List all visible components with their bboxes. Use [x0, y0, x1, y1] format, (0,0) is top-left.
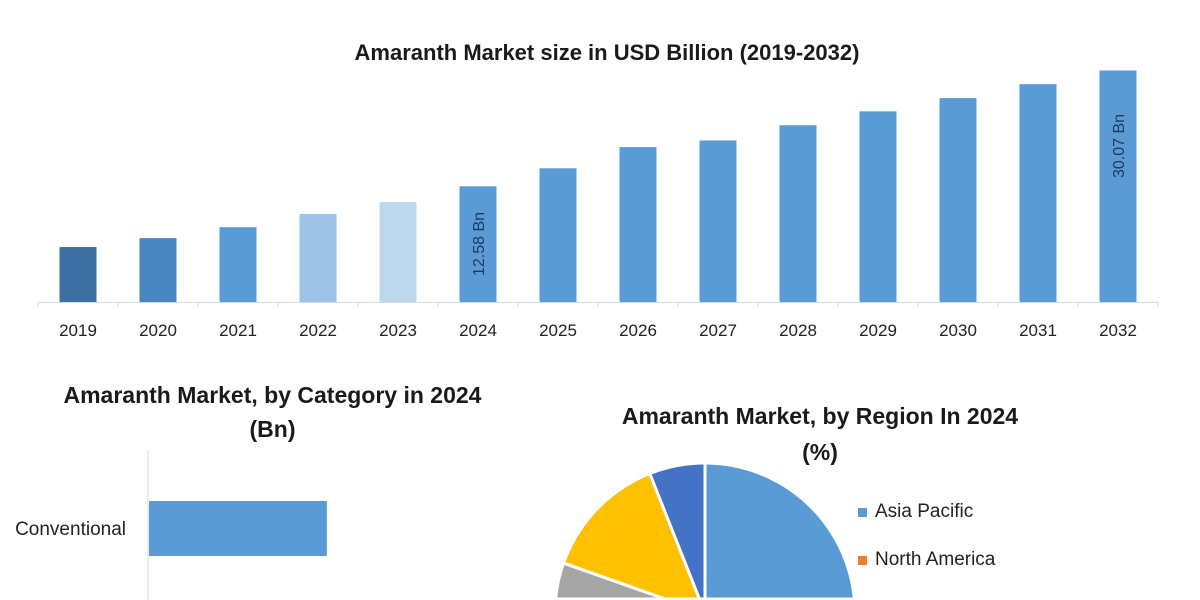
category-title-line-2: (Bn) — [249, 416, 296, 442]
x-tick-label: 2021 — [219, 321, 257, 340]
data-label-2032: 30.07 Bn — [1111, 114, 1128, 178]
bar-2032 — [1099, 70, 1137, 302]
legend-item-north-america: North America — [858, 549, 995, 571]
bar-conventional — [149, 501, 327, 556]
legend-label: Asia Pacific — [875, 501, 974, 522]
bar-2020 — [139, 238, 177, 302]
bar-2026 — [619, 147, 657, 302]
x-tick-label: 2027 — [699, 321, 737, 340]
main-chart-title: Amaranth Market size in USD Billion (201… — [354, 40, 860, 65]
pie-slice-4 — [647, 461, 707, 600]
pie-slice-3 — [561, 471, 702, 600]
bar-2024 — [459, 186, 497, 302]
pie-slice-asia-pacific — [703, 461, 856, 600]
x-tick-label: 2020 — [139, 321, 177, 340]
region-title-line-2: (%) — [802, 439, 838, 465]
x-tick-label: 2023 — [379, 321, 417, 340]
bar-2030 — [939, 98, 977, 302]
category-label: Conventional — [15, 519, 126, 540]
data-label-2024: 12.58 Bn — [471, 212, 488, 276]
x-tick-label: 2029 — [859, 321, 897, 340]
region-chart-title: Amaranth Market, by Region In 2024 (%) — [580, 398, 1060, 470]
x-tick-label: 2028 — [779, 321, 817, 340]
x-tick-label: 2025 — [539, 321, 577, 340]
bar-2023 — [379, 202, 417, 302]
x-tick-label: 2026 — [619, 321, 657, 340]
x-tick-label: 2019 — [59, 321, 97, 340]
category-chart-title: Amaranth Market, by Category in 2024 (Bn… — [0, 378, 545, 446]
legend-label: North America — [875, 549, 996, 570]
bar-2022 — [299, 213, 337, 302]
bar-2019 — [59, 247, 97, 302]
bar-2025 — [539, 168, 577, 302]
x-tick-label: 2022 — [299, 321, 337, 340]
x-tick-label: 2031 — [1019, 321, 1057, 340]
x-tick-label: 2024 — [459, 321, 497, 340]
legend-swatch — [858, 507, 867, 517]
legend-item-asia-pacific: Asia Pacific — [858, 501, 973, 523]
category-bar-chart: Conventional — [15, 450, 327, 600]
x-tick-label: 2032 — [1099, 321, 1137, 340]
bar-2027 — [699, 140, 737, 302]
x-tick-label: 2030 — [939, 321, 977, 340]
category-title-line-1: Amaranth Market, by Category in 2024 — [63, 382, 482, 408]
market-size-bar-chart: 2019 2020 2021 2022 2023 2024 12.58 Bn 2025 2026… — [37, 70, 1159, 340]
bar-2021 — [219, 227, 257, 302]
region-title-line-1: Amaranth Market, by Region In 2024 — [621, 403, 1019, 429]
legend-swatch — [858, 555, 867, 565]
bar-2029 — [859, 111, 897, 302]
bar-2031 — [1019, 84, 1057, 302]
bar-2028 — [779, 125, 817, 303]
